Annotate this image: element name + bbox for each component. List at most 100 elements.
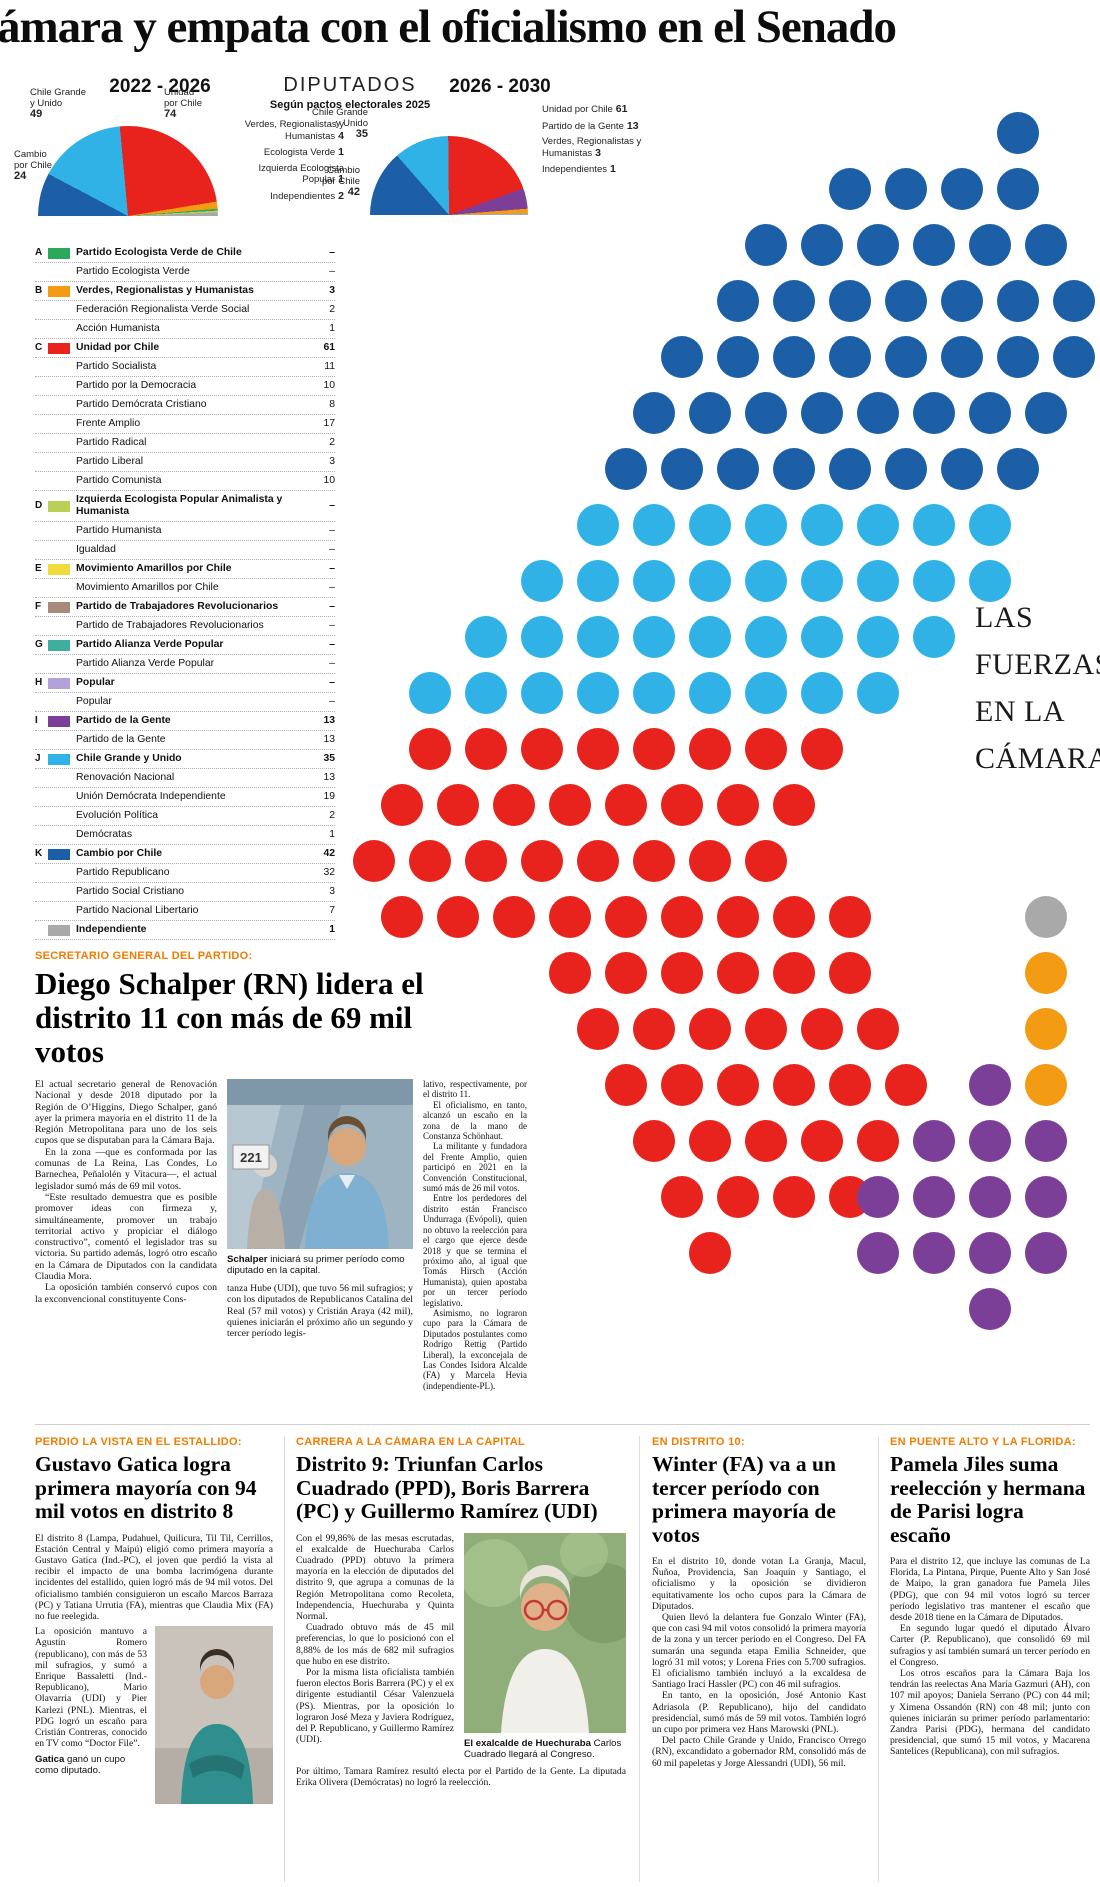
party-name: Partido Humanista	[76, 525, 162, 536]
paragraph: lativo, respectivamente, por el distrito…	[423, 1079, 527, 1100]
seat-dot	[857, 1176, 899, 1218]
seat-dot	[1053, 336, 1095, 378]
paragraph: La oposición también conservó cupos con …	[35, 1282, 217, 1305]
seat-dot	[577, 560, 619, 602]
distrito9-headline: Distrito 9: Triunfan Carlos Cuadrado (PP…	[296, 1452, 598, 1523]
seat-dot	[997, 448, 1039, 490]
jiles-kicker: EN PUENTE ALTO Y LA FLORIDA:	[890, 1436, 1076, 1448]
party-seats: 3	[329, 285, 335, 296]
seat-dot	[801, 224, 843, 266]
party-sub-row: Federación Regionalista Verde Social 2	[35, 301, 335, 320]
seat-dot	[717, 280, 759, 322]
section-divider	[35, 1424, 1090, 1425]
seat-dot	[689, 1232, 731, 1274]
seat-dot	[633, 840, 675, 882]
callout-chile-grande-2022: Chile Grande y Unido 49	[30, 87, 86, 120]
party-sub-row: Partido por la Democracia 10	[35, 377, 335, 396]
seat-dot	[885, 448, 927, 490]
party-name: Partido Republicano	[76, 867, 170, 878]
paragraph: Cuadrado obtuvo más de 45 mil preferenci…	[296, 1622, 454, 1667]
seat-dot	[717, 896, 759, 938]
seat-dot	[801, 504, 843, 546]
seat-dot	[745, 224, 787, 266]
coalition-letter: J	[35, 753, 41, 764]
party-name: Independiente	[76, 924, 147, 935]
paragraph: Quien llevó la delantera fue Gonzalo Win…	[652, 1612, 866, 1691]
seat-dot	[773, 336, 815, 378]
party-seats: 10	[323, 475, 335, 486]
party-group-row: K Cambio por Chile 42	[35, 845, 335, 864]
coalition-letter: E	[35, 563, 42, 574]
party-name: Partido Demócrata Cristiano	[76, 399, 207, 410]
seat-dot	[661, 448, 703, 490]
seat-dot	[689, 392, 731, 434]
seat-dot	[521, 672, 563, 714]
party-name: Partido Alianza Verde Popular	[76, 658, 215, 669]
seat-dot	[829, 168, 871, 210]
seat-dot	[381, 784, 423, 826]
seat-dot	[353, 840, 395, 882]
party-seats: 3	[329, 886, 335, 897]
seat-dot	[1053, 280, 1095, 322]
paragraph: Los otros escaños para la Cámara Baja lo…	[890, 1668, 1090, 1758]
seat-dot	[857, 504, 899, 546]
seat-dot	[885, 1064, 927, 1106]
seat-dot	[577, 672, 619, 714]
party-seats: 11	[324, 361, 335, 372]
party-seats: –	[329, 658, 335, 669]
paragraph: En la zona —que es conformada por las co…	[35, 1146, 217, 1192]
seat-dot	[689, 616, 731, 658]
party-seats: 13	[323, 715, 335, 726]
party-seats: 2	[329, 437, 335, 448]
seat-dot	[465, 672, 507, 714]
seat-dot	[745, 1120, 787, 1162]
coalition-color-chip	[48, 247, 70, 259]
party-seats: –	[329, 696, 335, 707]
seat-dot	[745, 392, 787, 434]
legend-item: Izquierda Ecologista Popular 1	[258, 162, 344, 185]
legend-item: Verdes, Regionalistas y Humanistas 4	[244, 119, 344, 142]
seat-dot	[801, 1120, 843, 1162]
seat-dot	[717, 336, 759, 378]
diputados-title: DIPUTADOS	[283, 74, 417, 96]
party-group-row: Independiente 1	[35, 921, 335, 940]
seat-dot	[745, 616, 787, 658]
coalition-color-chip	[48, 563, 70, 575]
seat-dot	[941, 280, 983, 322]
party-sub-row: Partido Republicano 32	[35, 864, 335, 883]
seat-dot	[801, 392, 843, 434]
party-sub-row: Renovación Nacional 13	[35, 769, 335, 788]
party-name: Partido por la Democracia	[76, 380, 197, 391]
seat-dot	[857, 672, 899, 714]
seat-dot	[521, 728, 563, 770]
coalition-color-chip	[48, 500, 70, 512]
party-seats: –	[329, 525, 335, 536]
party-group-row: H Popular –	[35, 674, 335, 693]
seat-dot	[1025, 392, 1067, 434]
winter-headline: Winter (FA) va a un tercer período con p…	[652, 1452, 836, 1547]
paragraph: El distrito 8 (Lampa, Pudahuel, Quilicur…	[35, 1532, 273, 1622]
party-sub-row: Partido Alianza Verde Popular –	[35, 655, 335, 674]
party-name: Chile Grande y Unido	[76, 753, 182, 764]
party-seats: 1	[329, 829, 335, 840]
schalper-head	[328, 1128, 366, 1166]
paragraph: Para el distrito 12, que incluye las com…	[890, 1556, 1090, 1624]
party-seats: 7	[329, 905, 335, 916]
party-seats: 35	[323, 753, 335, 764]
party-sub-row: Igualdad –	[35, 541, 335, 560]
column-divider	[878, 1436, 879, 1882]
seat-dot	[437, 896, 479, 938]
coalition-letter: C	[35, 342, 43, 353]
party-name: Partido Socialista	[76, 361, 157, 372]
party-seats: 10	[323, 380, 335, 391]
right-pie-legend-list: Unidad por Chile 61 Partido de la Gente 13 V…	[542, 104, 676, 181]
party-sub-row: Popular –	[35, 693, 335, 712]
seat-dot	[969, 1120, 1011, 1162]
legend-item: Independientes 1	[542, 163, 616, 175]
seat-dot	[549, 784, 591, 826]
seat-dot	[381, 896, 423, 938]
seat-dot	[745, 728, 787, 770]
party-name: Popular	[76, 696, 112, 707]
paragraph: El oficialismo, en tanto, alcanzó un esc…	[423, 1099, 527, 1142]
